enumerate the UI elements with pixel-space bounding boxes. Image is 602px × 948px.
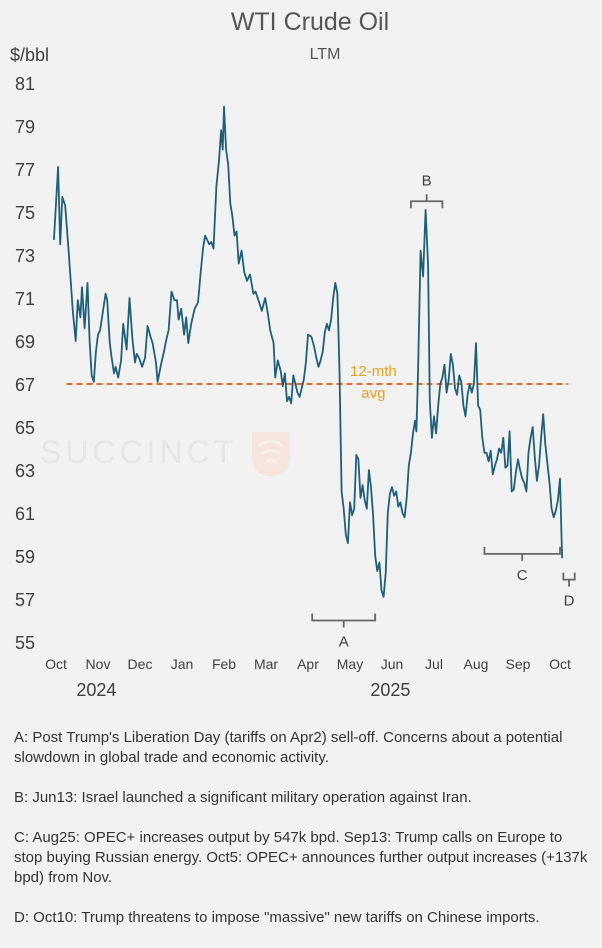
note-c: C: Aug25: OPEC+ increases output by 547k…	[14, 829, 588, 886]
x-tick-label: Nov	[86, 656, 111, 672]
y-tick-label: 63	[15, 461, 35, 481]
x-tick-label: Aug	[464, 656, 489, 672]
y-tick-label: 57	[15, 590, 35, 610]
average-label: avg	[361, 385, 385, 402]
annotation-label: A	[339, 634, 349, 651]
y-tick-label: 61	[15, 504, 35, 524]
watermark: SUCCINCT	[40, 432, 290, 476]
x-tick-label: Apr	[297, 656, 319, 672]
chart-title: WTI Crude Oil	[231, 8, 389, 36]
year-label: 2024	[76, 680, 116, 700]
year-label: 2025	[370, 680, 410, 700]
x-tick-label: Dec	[128, 656, 153, 672]
y-tick-label: 71	[15, 289, 35, 309]
y-tick-label: 73	[15, 246, 35, 266]
y-tick-label: 65	[15, 418, 35, 438]
y-tick-label: 79	[15, 117, 35, 137]
annotation-label: C	[517, 567, 528, 584]
annotation-bracket	[483, 546, 561, 561]
x-tick-label: Jan	[171, 656, 194, 672]
annotation-bracket	[562, 572, 576, 587]
y-tick-label: 67	[15, 375, 35, 395]
annotation-bracket	[410, 194, 444, 209]
average-label: 12-mth	[350, 363, 397, 380]
y-tick-label: 75	[15, 203, 35, 223]
x-tick-label: Oct	[549, 656, 571, 672]
annotation-notes: A: Post Trump's Liberation Day (tariffs …	[14, 728, 590, 948]
x-tick-label: Feb	[212, 656, 236, 672]
y-axis-label: $/bbl	[10, 45, 49, 65]
y-tick-label: 69	[15, 332, 35, 352]
watermark-text: SUCCINCT	[40, 434, 237, 470]
watermark-logo-icon	[252, 432, 290, 476]
x-tick-label: Sep	[506, 656, 531, 672]
note-a: A: Post Trump's Liberation Day (tariffs …	[14, 729, 563, 766]
x-tick-label: Mar	[254, 656, 278, 672]
x-tick-label: Jul	[425, 656, 443, 672]
x-tick-label: Jun	[381, 656, 404, 672]
y-tick-label: 59	[15, 547, 35, 567]
chart-subtitle: LTM	[310, 46, 341, 63]
price-line	[53, 105, 563, 598]
annotation-label: B	[422, 172, 432, 189]
note-b: B: Jun13: Israel launched a significant …	[14, 789, 472, 806]
chart: WTI Crude Oil LTM $/bbl SUCCINCT 55 57 59 6…	[10, 8, 576, 700]
annotation-label: D	[564, 593, 575, 610]
note-d: D: Oct10: Trump threatens to impose "mas…	[14, 909, 540, 926]
x-tick-label: Oct	[45, 656, 67, 672]
y-tick-label: 81	[15, 74, 35, 94]
x-tick-label: May	[337, 656, 363, 672]
y-tick-label: 55	[15, 633, 35, 653]
annotation-bracket	[311, 613, 377, 628]
y-tick-label: 77	[15, 160, 35, 180]
